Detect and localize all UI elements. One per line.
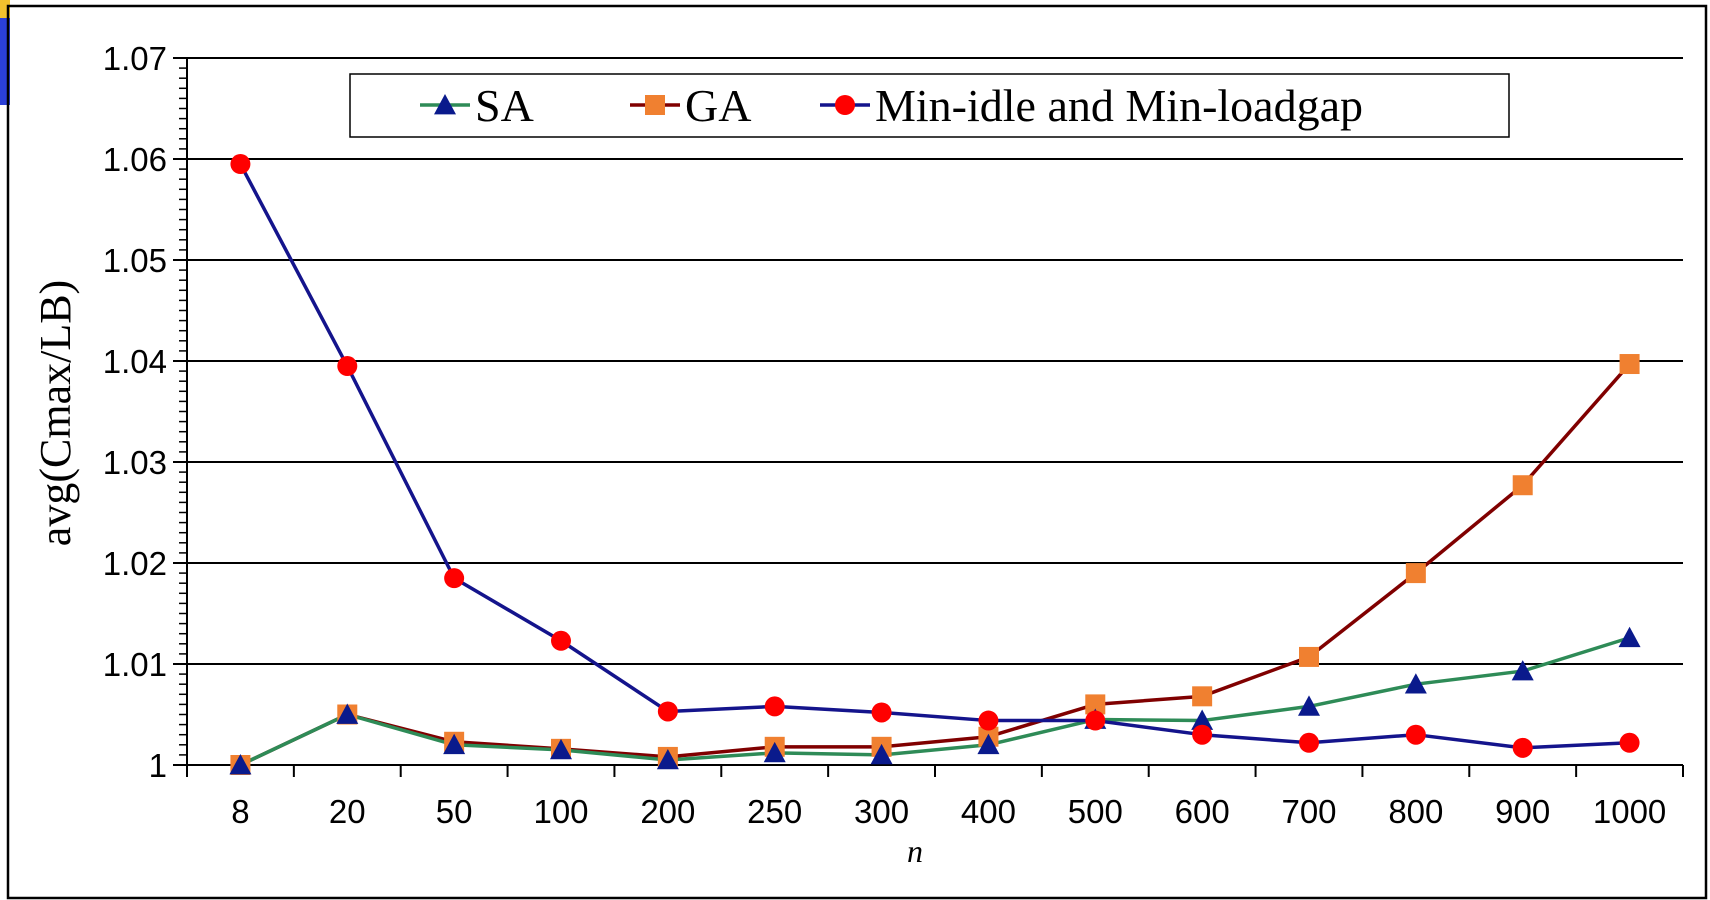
min-idle-marker — [337, 356, 358, 377]
y-tick-label: 1.05 — [103, 242, 167, 279]
min-idle-marker — [764, 696, 785, 717]
series-group — [229, 154, 1641, 775]
slide-edge-accent — [0, 0, 10, 18]
sa-marker — [1404, 673, 1427, 694]
sa-marker — [434, 94, 456, 115]
y-axis-ticks: 1 1.01 1.02 1.03 1.04 1.05 1.06 1.07 — [103, 40, 187, 784]
min-idle-marker — [978, 710, 999, 731]
sa-marker — [229, 754, 252, 775]
y-tick-label: 1.02 — [103, 545, 167, 582]
ga-marker — [1085, 694, 1106, 715]
x-tick-label: 50 — [436, 793, 473, 830]
y-tick-label: 1.01 — [103, 646, 167, 683]
sa-marker — [870, 743, 893, 765]
ga-marker — [645, 95, 665, 115]
sa-marker — [1191, 709, 1214, 730]
x-tick-label: 100 — [533, 793, 588, 830]
sa-marker — [763, 741, 786, 763]
x-tick-label: 600 — [1175, 793, 1230, 830]
min-idle-marker — [1085, 710, 1106, 731]
y-tick-label: 1.06 — [103, 141, 167, 178]
legend-box — [349, 73, 1510, 138]
sa-marker — [1298, 695, 1320, 716]
sa-marker — [550, 738, 572, 760]
x-tick-label: 8 — [231, 793, 249, 830]
legend: SA GA Min-idle and Min-loadgap — [349, 73, 1510, 138]
y-axis-title: avg(Cmax/LB) — [31, 280, 80, 546]
min-idle-marker — [657, 701, 678, 722]
sa-marker — [977, 733, 1000, 755]
min-idle-marker — [1512, 737, 1533, 758]
legend-label-ga: GA — [685, 80, 751, 131]
x-axis-title: n — [907, 833, 923, 869]
min-idle-marker — [444, 568, 465, 589]
x-tick-label: 700 — [1281, 793, 1336, 830]
x-tick-label: 400 — [961, 793, 1016, 830]
sa-marker — [656, 748, 679, 770]
series-line-min-idle-and-min-loadgap — [238, 163, 1630, 750]
x-tick-label: 300 — [854, 793, 909, 830]
x-tick-label: 200 — [640, 793, 695, 830]
gridlines — [187, 57, 1683, 665]
ga-marker — [1512, 475, 1533, 496]
y-tick-label: 1 — [149, 747, 167, 784]
ga-marker — [1405, 563, 1426, 584]
x-tick-label: 1000 — [1593, 793, 1666, 830]
min-idle-marker — [835, 95, 855, 115]
min-idle-marker — [871, 702, 892, 723]
legend-label-sa: SA — [475, 80, 534, 131]
series-line-ga — [239, 362, 1631, 767]
y-tick-label: 1.07 — [103, 40, 167, 77]
y-tick-label: 1.03 — [103, 444, 167, 481]
x-tick-label: 500 — [1068, 793, 1123, 830]
min-idle-marker — [230, 154, 251, 175]
sa-marker — [443, 733, 466, 755]
min-idle-marker — [1405, 724, 1426, 745]
x-tick-label: 250 — [747, 793, 802, 830]
x-tick-label: 900 — [1495, 793, 1550, 830]
y-tick-label: 1.04 — [103, 343, 167, 380]
min-idle-marker — [1192, 724, 1213, 745]
x-tick-label: 800 — [1388, 793, 1443, 830]
min-idle-marker — [551, 630, 571, 651]
ga-marker — [1192, 686, 1213, 707]
ga-marker — [1299, 646, 1319, 667]
sa-marker — [1511, 660, 1534, 681]
legend-label-min-idle-and-min-loadgap: Min-idle and Min-loadgap — [875, 80, 1363, 131]
series-line-sa — [239, 636, 1631, 767]
slide-edge-bar — [0, 0, 10, 105]
ga-marker — [1619, 354, 1640, 375]
sa-marker — [336, 703, 359, 724]
min-idle-marker — [1299, 732, 1319, 753]
x-axis-ticks: 8 20 50 100 200 250 300 400 500 600 700 800 900 1000 — [186, 765, 1684, 830]
min-idle-marker — [1619, 732, 1640, 753]
chart-frame — [6, 4, 1708, 900]
sa-marker — [1618, 626, 1641, 648]
x-tick-label: 20 — [329, 793, 366, 830]
